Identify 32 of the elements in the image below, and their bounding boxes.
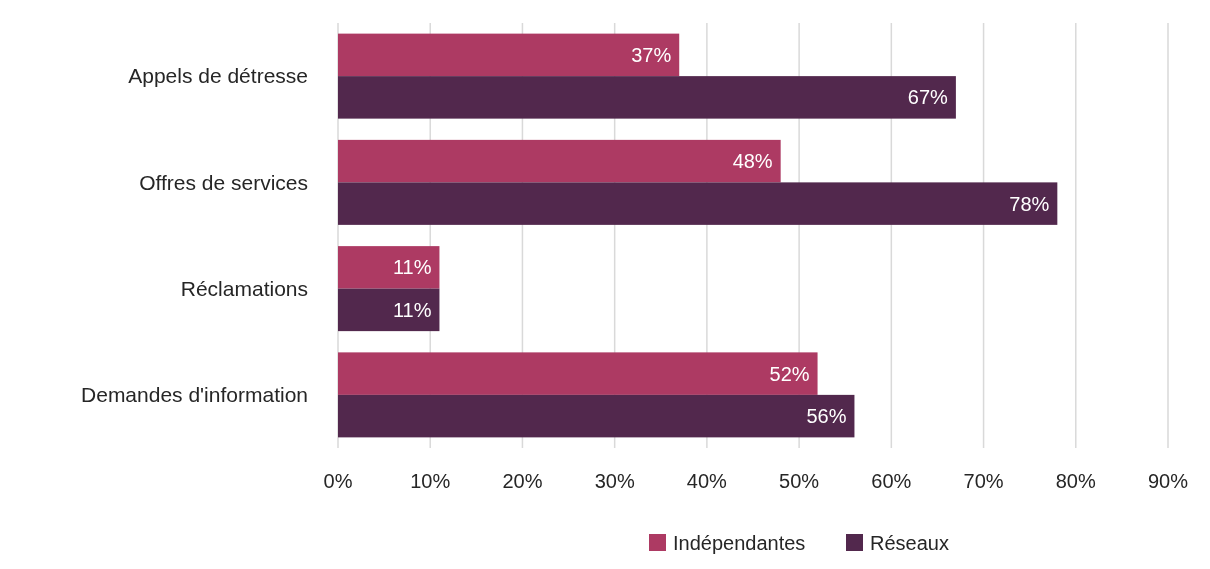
x-tick-label: 90% xyxy=(1147,470,1189,492)
x-tick-label: 20% xyxy=(502,470,543,492)
bar xyxy=(338,139,781,183)
y-tick-label: Offres de services xyxy=(139,170,308,194)
data-label: 52% xyxy=(769,362,810,385)
data-label: 11% xyxy=(392,298,432,321)
y-tick-label: Appels de détresse xyxy=(128,64,308,88)
x-tick-label: 30% xyxy=(594,470,635,492)
bar xyxy=(338,352,818,395)
data-label: 48% xyxy=(732,150,773,173)
bar xyxy=(338,288,440,332)
data-label: 37% xyxy=(631,43,672,66)
bar xyxy=(338,76,956,119)
data-label: 67% xyxy=(907,86,949,109)
bar xyxy=(338,182,1058,225)
bar xyxy=(338,246,440,289)
x-tick-label: 50% xyxy=(779,470,820,492)
data-label: 11% xyxy=(392,256,432,279)
x-tick-label: 10% xyxy=(410,470,451,492)
bar xyxy=(338,394,855,438)
x-tick-label: 60% xyxy=(871,470,912,492)
x-tick-label: 80% xyxy=(1055,470,1097,492)
legend-label: Réseaux xyxy=(870,532,949,554)
y-tick-label: Demandes d'information xyxy=(81,383,308,407)
x-tick-label: 0% xyxy=(323,470,353,492)
x-tick-label: 70% xyxy=(963,470,1004,492)
data-label: 56% xyxy=(806,405,847,428)
legend-label: Indépendantes xyxy=(673,532,806,554)
x-tick-label: 40% xyxy=(686,470,728,492)
y-tick-label: Réclamations xyxy=(180,276,308,300)
bar xyxy=(338,33,680,77)
data-label: 78% xyxy=(1009,192,1050,215)
